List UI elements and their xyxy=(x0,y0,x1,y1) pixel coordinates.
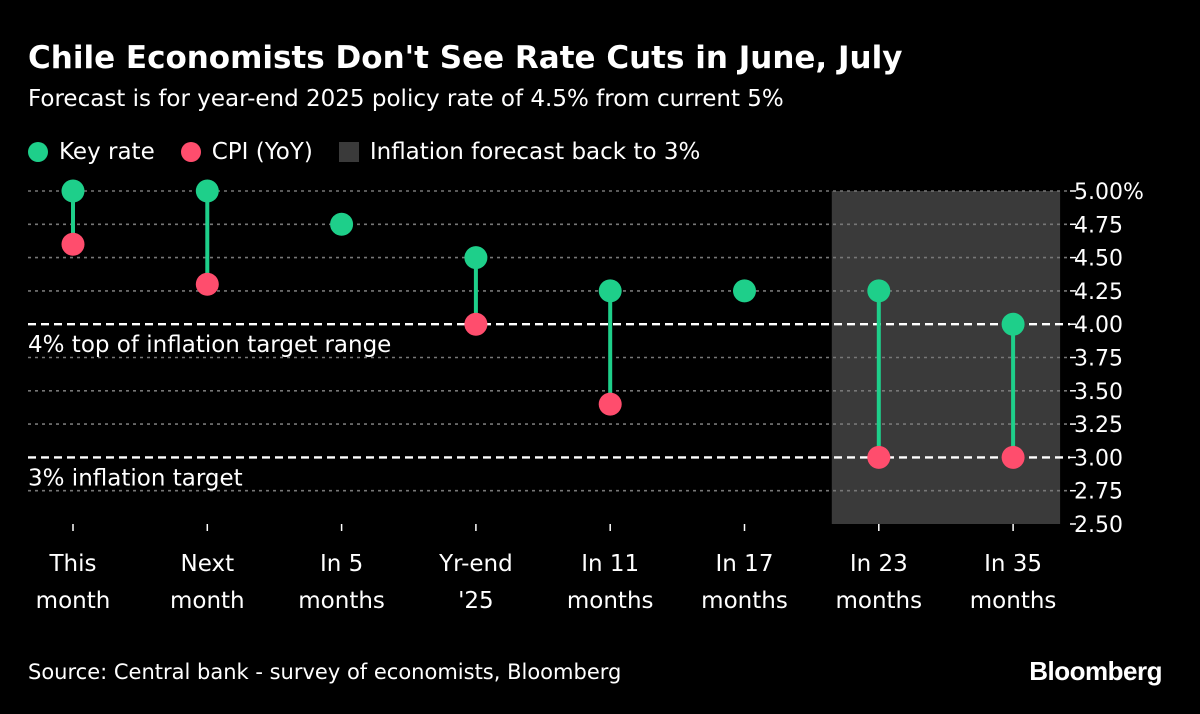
y-tick-label: 3.75 xyxy=(1074,347,1123,372)
y-tick-label: 3.00 xyxy=(1074,446,1123,471)
x-tick-label-line: month xyxy=(36,588,111,614)
cpi-point xyxy=(867,445,891,469)
key-rate-point xyxy=(733,279,756,303)
x-tick-label: In 35 months xyxy=(970,551,1057,614)
key-rate-point xyxy=(61,179,85,203)
legend: Key rate CPI (YoY) Inflation forecast ba… xyxy=(28,139,726,165)
legend-label-inflation-forecast: Inflation forecast back to 3% xyxy=(369,139,701,165)
x-tick-label-line: '25 xyxy=(458,588,494,614)
legend-label-cpi: CPI (YoY) xyxy=(211,139,313,165)
x-tick-label-line: In 5 xyxy=(320,551,363,577)
key-rate-point xyxy=(195,179,219,203)
key-rate-point xyxy=(867,279,891,303)
y-tick-label: 3.50 xyxy=(1074,380,1123,405)
key-rate-point xyxy=(330,212,354,236)
x-tick-label-line: months xyxy=(970,588,1057,614)
x-tick-label-line: months xyxy=(567,588,654,614)
y-tick-label: 5.00% xyxy=(1074,180,1144,205)
y-tick-label: 4.00 xyxy=(1074,313,1123,338)
chart-subtitle: Forecast is for year-end 2025 policy rat… xyxy=(28,86,784,112)
x-tick-label: Next month xyxy=(170,551,245,614)
x-tick-label-line: Next xyxy=(181,551,235,577)
x-tick-label-line: month xyxy=(170,588,245,614)
legend-swatch-inflation-forecast xyxy=(338,142,359,162)
y-tick-label: 4.25 xyxy=(1074,280,1123,305)
x-tick-label: In 17 months xyxy=(701,551,788,614)
x-tick-label-line: Yr-end xyxy=(438,551,513,577)
reference-label-0: 4% top of inflation target range xyxy=(28,332,391,358)
x-tick-label-line: In 11 xyxy=(581,551,639,577)
y-tick-label: 4.50 xyxy=(1074,247,1123,272)
bloomberg-logo: Bloomberg xyxy=(1029,656,1162,686)
x-tick-label-line: In 17 xyxy=(716,551,774,577)
x-tick-label-line: In 35 xyxy=(984,551,1042,577)
cpi-point xyxy=(464,312,488,336)
x-tick-label-line: In 23 xyxy=(850,551,908,577)
key-rate-point xyxy=(464,246,488,270)
legend-item-inflation-forecast: Inflation forecast back to 3% xyxy=(338,139,701,165)
key-rate-point xyxy=(598,279,622,303)
x-tick-label-line: This xyxy=(49,551,97,577)
cpi-point xyxy=(1001,445,1025,469)
chart-title: Chile Economists Don't See Rate Cuts in … xyxy=(28,40,903,76)
legend-item-key-rate: Key rate xyxy=(28,139,155,165)
cpi-point xyxy=(61,232,85,256)
legend-label-key-rate: Key rate xyxy=(59,139,155,165)
y-tick-label: 2.75 xyxy=(1074,480,1123,505)
x-tick-label: In 11 months xyxy=(567,551,654,614)
cpi-point xyxy=(195,272,219,296)
x-tick-label: In 23 months xyxy=(835,551,922,614)
legend-item-cpi: CPI (YoY) xyxy=(180,139,313,165)
legend-swatch-key-rate xyxy=(28,142,48,162)
x-tick-label-line: months xyxy=(298,588,385,614)
cpi-point xyxy=(598,392,622,416)
key-rate-point xyxy=(1001,312,1025,336)
reference-label-1: 3% inflation target xyxy=(28,465,243,491)
x-tick-label: Yr-end '25 xyxy=(438,551,513,614)
y-tick-label: 3.25 xyxy=(1074,413,1123,438)
legend-swatch-cpi xyxy=(180,142,201,162)
source-note: Source: Central bank - survey of economi… xyxy=(28,660,622,684)
y-tick-label: 2.50 xyxy=(1074,513,1123,538)
x-tick-label-line: months xyxy=(701,588,788,614)
x-tick-label: This month xyxy=(36,551,111,614)
y-tick-label: 4.75 xyxy=(1074,213,1123,238)
x-tick-label-line: months xyxy=(835,588,922,614)
x-tick-label: In 5 months xyxy=(298,551,385,614)
